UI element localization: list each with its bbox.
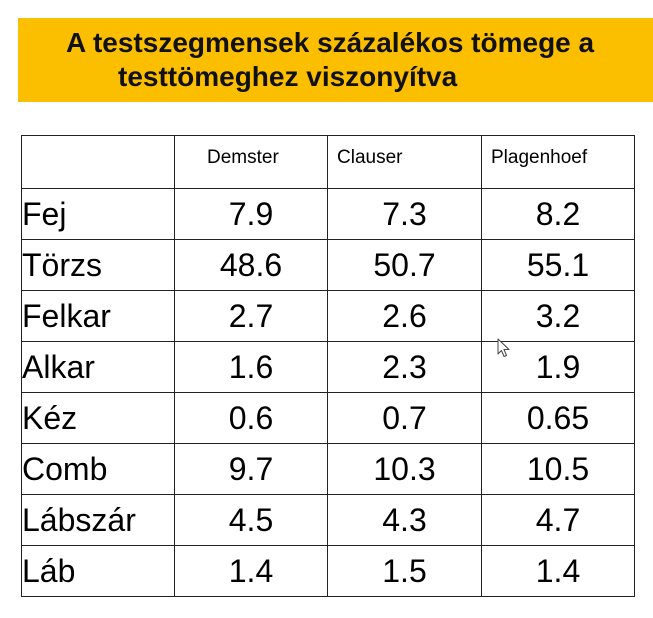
table-header-row: Demster Clauser Plagenhoef (21, 135, 635, 189)
value-demster: 7.9 (174, 188, 328, 240)
value-demster: 0.6 (174, 392, 328, 444)
header-clauser: Clauser (327, 135, 482, 189)
title-banner: A testszegmensek százalékos tömege a tes… (18, 18, 653, 102)
mouse-pointer-icon (497, 338, 510, 357)
value-clauser: 1.5 (327, 545, 482, 597)
row-label: Alkar (21, 341, 175, 393)
row-label: Comb (21, 443, 175, 495)
table-row: Comb 9.7 10.3 10.5 (21, 443, 635, 495)
table-row: Lábszár 4.5 4.3 4.7 (21, 494, 635, 546)
segment-mass-table: Demster Clauser Plagenhoef Fej 7.9 7.3 8… (21, 135, 635, 597)
value-plagenhoef: 8.2 (481, 188, 635, 240)
value-demster: 4.5 (174, 494, 328, 546)
table-row: Kéz 0.6 0.7 0.65 (21, 392, 635, 444)
value-demster: 48.6 (174, 239, 328, 291)
table-row: Láb 1.4 1.5 1.4 (21, 545, 635, 597)
value-plagenhoef: 10.5 (481, 443, 635, 495)
value-clauser: 2.3 (327, 341, 482, 393)
row-label: Lábszár (21, 494, 175, 546)
value-plagenhoef: 1.9 (481, 341, 635, 393)
header-empty-cell (21, 135, 175, 189)
row-label: Törzs (21, 239, 175, 291)
value-clauser: 7.3 (327, 188, 482, 240)
title-line-2: testtömeghez viszonyítva (118, 61, 458, 92)
table-row: Felkar 2.7 2.6 3.2 (21, 290, 635, 342)
value-clauser: 0.7 (327, 392, 482, 444)
table-row: Törzs 48.6 50.7 55.1 (21, 239, 635, 291)
title-line-1: A testszegmensek százalékos tömege a (66, 27, 595, 58)
value-clauser: 50.7 (327, 239, 482, 291)
table-row: Fej 7.9 7.3 8.2 (21, 188, 635, 240)
row-label: Felkar (21, 290, 175, 342)
value-plagenhoef: 4.7 (481, 494, 635, 546)
value-demster: 9.7 (174, 443, 328, 495)
row-label: Láb (21, 545, 175, 597)
value-plagenhoef: 3.2 (481, 290, 635, 342)
table-row: Alkar 1.6 2.3 1.9 (21, 341, 635, 393)
value-demster: 1.4 (174, 545, 328, 597)
value-plagenhoef: 55.1 (481, 239, 635, 291)
value-clauser: 10.3 (327, 443, 482, 495)
value-demster: 1.6 (174, 341, 328, 393)
row-label: Kéz (21, 392, 175, 444)
value-clauser: 2.6 (327, 290, 482, 342)
value-demster: 2.7 (174, 290, 328, 342)
header-plagenhoef: Plagenhoef (481, 135, 635, 189)
row-label: Fej (21, 188, 175, 240)
header-demster: Demster (174, 135, 328, 189)
value-plagenhoef: 0.65 (481, 392, 635, 444)
value-clauser: 4.3 (327, 494, 482, 546)
value-plagenhoef: 1.4 (481, 545, 635, 597)
